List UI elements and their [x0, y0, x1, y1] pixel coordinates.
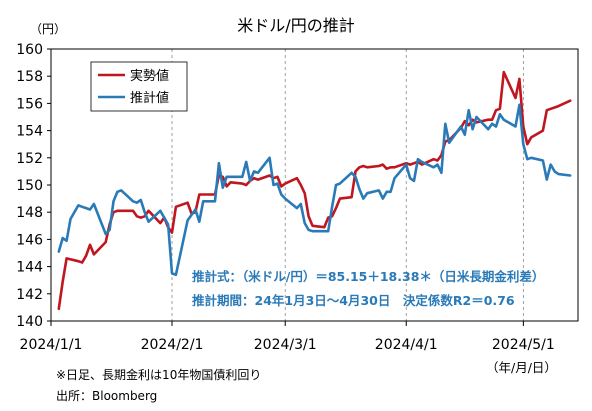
series-line-actual: [57, 70, 572, 311]
series-layer: [57, 70, 572, 311]
axis-layer: 2024/1/1 2024/2/1 2024/3/1 2024/4/1 2024/5/1…: [16, 42, 579, 353]
y-tick-label: 142: [16, 287, 43, 303]
y-tick-label: 148: [16, 205, 43, 221]
legend-box: [90, 61, 188, 112]
source-note: 出所：Bloomberg: [56, 389, 158, 403]
y-axis-unit: （円）: [30, 22, 67, 36]
y-tick-label: 158: [16, 69, 43, 85]
legend-label: 推計値: [130, 90, 169, 106]
y-tick-label: 140: [16, 314, 43, 330]
y-tick-label: 144: [16, 260, 43, 276]
x-tick-label: 2024/4/1: [375, 337, 438, 353]
footnote: ※日足、長期金利は10年物国債利回り: [56, 368, 262, 382]
x-tick-label: 2024/1/1: [20, 337, 83, 353]
y-tick-label: 154: [16, 124, 43, 140]
chart-title: 米ドル/円の推計: [237, 16, 355, 35]
x-tick-label: 2024/5/1: [492, 337, 555, 353]
legend-label: 実勢値: [130, 68, 169, 84]
x-tick-label: 2024/2/1: [141, 337, 204, 353]
x-tick-label: 2024/3/1: [254, 337, 317, 353]
y-tick-label: 152: [16, 151, 43, 167]
annotation-period: 推計期間：24年1月3日～4月30日 決定係数R2＝0.76: [192, 293, 515, 308]
x-axis-unit: （年/月/日）: [486, 360, 557, 375]
y-tick-label: 160: [16, 42, 43, 58]
y-tick-label: 150: [16, 178, 43, 194]
series-line-estimate: [57, 103, 572, 277]
annotation-formula: 推計式：（米ドル/円）＝85.15＋18.38＊（日米長期金利差）: [192, 269, 545, 284]
y-tick-label: 146: [16, 232, 43, 248]
y-tick-label: 156: [16, 96, 43, 112]
